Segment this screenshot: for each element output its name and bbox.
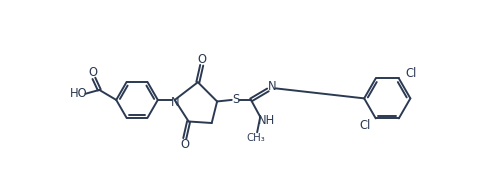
Text: HO: HO xyxy=(70,87,87,100)
Text: NH: NH xyxy=(258,114,275,127)
Text: O: O xyxy=(197,53,206,66)
Text: S: S xyxy=(232,93,239,106)
Text: N: N xyxy=(171,96,180,109)
Text: N: N xyxy=(268,80,276,93)
Text: O: O xyxy=(180,138,189,151)
Text: Cl: Cl xyxy=(360,119,371,132)
Text: Cl: Cl xyxy=(405,67,416,80)
Text: CH₃: CH₃ xyxy=(246,134,265,143)
Text: O: O xyxy=(89,66,98,79)
